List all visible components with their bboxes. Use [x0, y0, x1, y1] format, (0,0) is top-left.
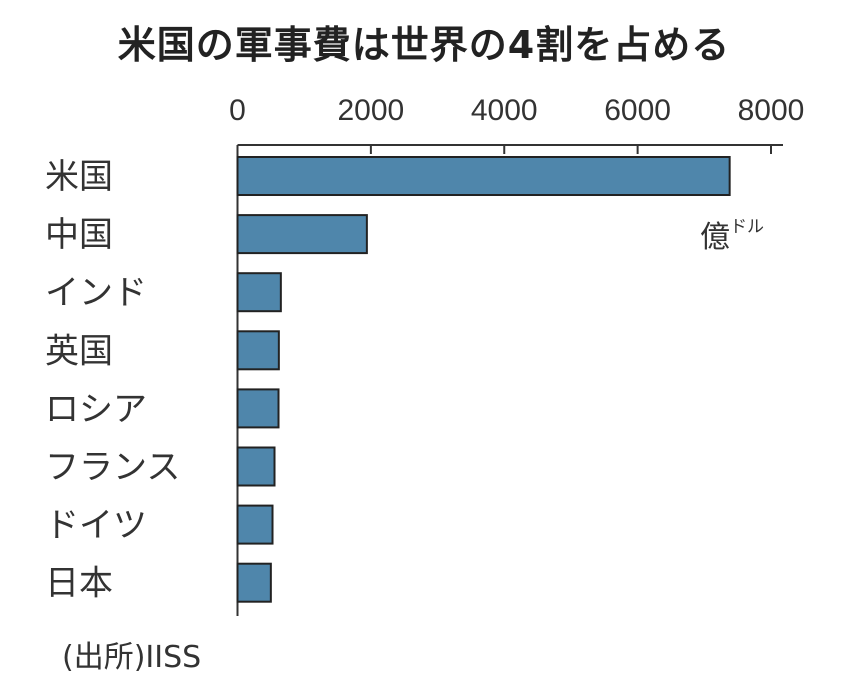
unit-main: 億: [700, 220, 730, 255]
x-tick-label: 2000: [338, 94, 405, 127]
category-label: 米国: [45, 157, 113, 197]
category-label: 日本: [45, 564, 113, 604]
category-label: 英国: [45, 331, 113, 371]
bar-7: [236, 562, 272, 603]
bar-4: [236, 388, 280, 429]
bar-1: [236, 214, 368, 255]
source-note: (出所)IISS: [62, 640, 202, 675]
category-label: インド: [45, 273, 147, 313]
bar-2: [236, 272, 282, 313]
chart-title: 米国の軍事費は世界の4割を占める: [117, 23, 731, 67]
bar-6: [236, 504, 274, 545]
unit-sub: ドル: [730, 217, 764, 237]
x-tick-label: 8000: [738, 94, 805, 127]
x-tick-label: 6000: [604, 94, 671, 127]
unit-label: 億ドル: [700, 212, 764, 256]
x-tick-label: 4000: [471, 94, 538, 127]
bar-5: [236, 446, 276, 487]
category-label: フランス: [45, 448, 180, 488]
category-label: 中国: [45, 215, 113, 255]
bar-3: [236, 330, 280, 371]
x-tick-label: 0: [229, 94, 246, 127]
category-label: ドイツ: [45, 506, 147, 546]
category-label: ロシア: [45, 389, 147, 429]
bar-0: [236, 156, 731, 196]
